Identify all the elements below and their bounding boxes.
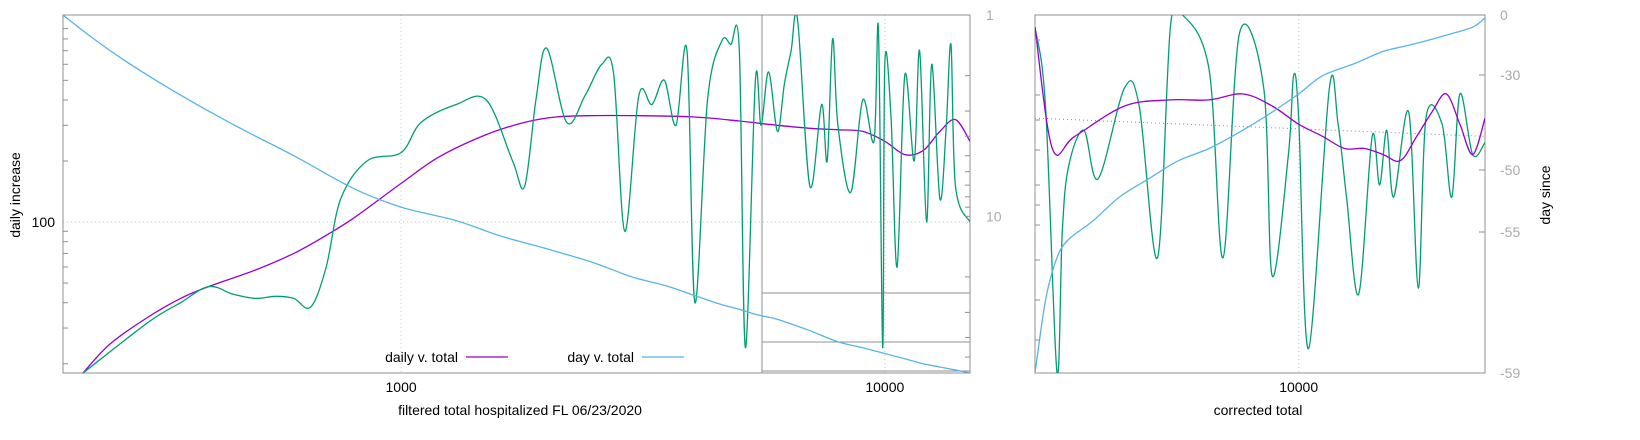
left-series-day-v-total-line	[63, 15, 970, 373]
legend: daily v. total day v. total	[385, 349, 684, 365]
right-series-2-line	[1035, 17, 1485, 373]
left-y2-tick-label-10: 10	[986, 208, 1002, 224]
right-y2-tick-label--30: -30	[1500, 67, 1520, 83]
legend-label-daily: daily v. total	[385, 349, 458, 365]
right-series-0-line	[1035, 15, 1485, 373]
left-series-unnamed-1-line	[82, 15, 970, 373]
left-x-axis-label: filtered total hospitalized FL 06/23/202…	[398, 402, 642, 418]
left-x-tick-label-1000: 1000	[386, 379, 417, 395]
right-y-axis-label: day since	[1537, 165, 1553, 224]
left-y-tick-label-100: 100	[32, 214, 56, 230]
right-y2-tick-label--59: -59	[1500, 365, 1520, 381]
right-y2-tick-label--50: -50	[1500, 162, 1520, 178]
right-x-tick-label-10000: 10000	[1279, 379, 1318, 395]
left-series-daily-v-total-line	[82, 114, 970, 373]
right-grid	[1034, 15, 1486, 373]
left-inset-lines	[761, 15, 970, 373]
legend-label-day: day v. total	[567, 349, 634, 365]
left-ticks: 1000 10000 100 1 10	[32, 7, 1002, 395]
right-ticks: 10000 0 -30 -50 -55 -59	[1035, 7, 1520, 395]
left-series-group	[63, 15, 970, 373]
right-x-axis-label: corrected total	[1214, 402, 1303, 418]
right-y2-tick-label-0: 0	[1500, 7, 1508, 23]
right-panel: 10000 0 -30 -50 -55 -59 corrected total day s…	[1034, 7, 1553, 418]
right-y2-tick-label--55: -55	[1500, 224, 1520, 240]
right-reference-line	[1034, 117, 1486, 137]
left-x-tick-label-10000: 10000	[865, 379, 904, 395]
right-plot-frame	[1034, 14, 1486, 374]
left-y-axis-label: daily increase	[7, 152, 23, 238]
left-y2-tick-label-1: 1	[986, 7, 994, 23]
left-grid	[63, 15, 970, 373]
right-series-1-line	[1035, 27, 1485, 162]
left-plot-frame	[62, 14, 971, 374]
left-panel: 1000 10000 100 1 10 filtered total hospitali…	[7, 7, 1002, 418]
right-series-group	[1035, 15, 1485, 373]
